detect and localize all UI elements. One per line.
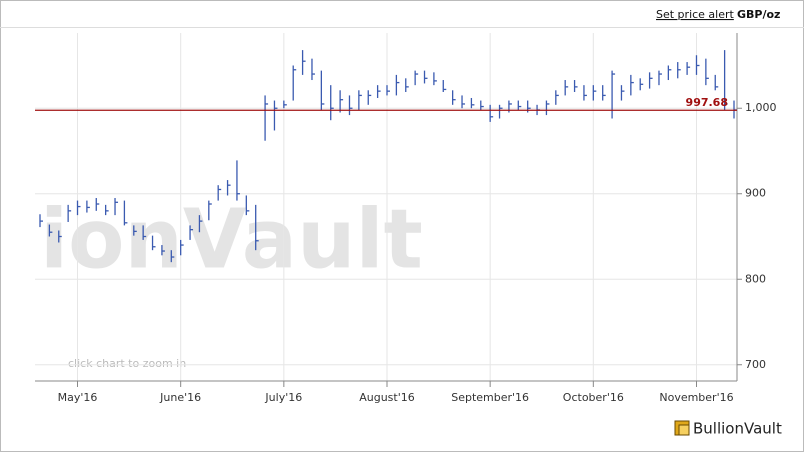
logo-icon-inner xyxy=(678,424,690,436)
x-tick-label: June'16 xyxy=(159,391,201,404)
zoom-hint: click chart to zoom in xyxy=(68,357,186,370)
logo-text: BullionVault xyxy=(693,420,782,438)
price-alert-link[interactable]: Set price alert xyxy=(656,8,735,21)
x-tick-label: August'16 xyxy=(359,391,415,404)
y-tick-label: 800 xyxy=(745,272,766,285)
x-tick-label: November'16 xyxy=(659,391,733,404)
unit-label: GBP/oz xyxy=(737,8,780,21)
logo: BullionVault xyxy=(674,420,782,438)
reference-label: 997.68 xyxy=(686,96,728,109)
x-tick-label: May'16 xyxy=(58,391,98,404)
x-tick-label: October'16 xyxy=(563,391,624,404)
x-tick-label: July'16 xyxy=(264,391,302,404)
y-tick-label: 900 xyxy=(745,187,766,200)
watermark: ionVault xyxy=(40,192,423,287)
y-tick-label: 700 xyxy=(745,358,766,371)
y-tick-label: 1,000 xyxy=(745,101,777,114)
x-tick-label: September'16 xyxy=(451,391,529,404)
